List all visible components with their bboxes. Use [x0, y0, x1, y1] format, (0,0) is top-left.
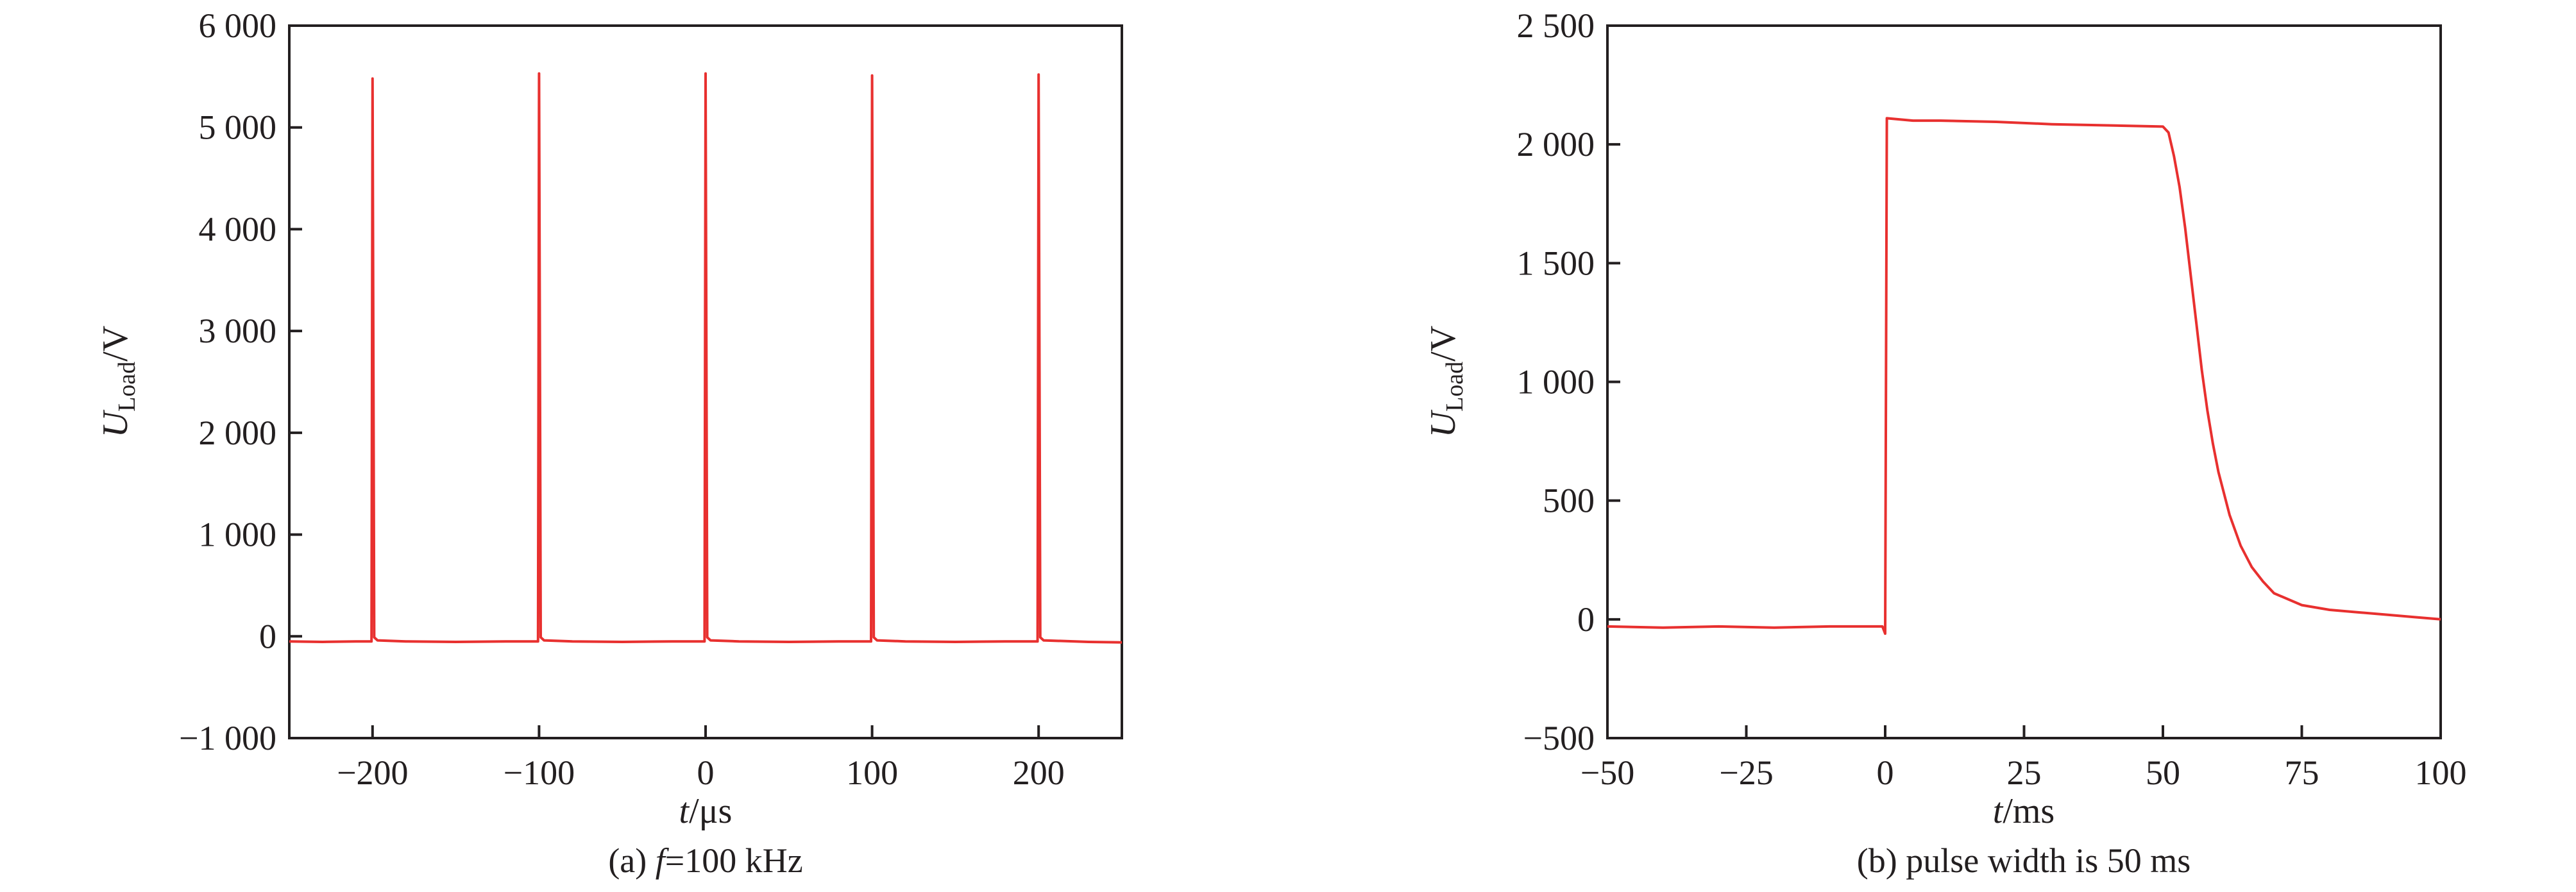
y-tick-label: 1 500 — [1517, 244, 1595, 282]
y-axis-label: ULoad/V — [1423, 326, 1468, 438]
y-tick-label: 500 — [1543, 482, 1595, 520]
x-tick-label: −25 — [1719, 753, 1773, 792]
y-tick-label: 1 000 — [199, 516, 277, 554]
x-tick-label: 200 — [1013, 753, 1065, 792]
panel-b-chart: −50 −25 0 25 50 75 100 −500 0 500 1 000 1 500 2 000 2… — [1423, 6, 2467, 880]
y-tick-label: 2 000 — [1517, 125, 1595, 164]
y-tick-label: 0 — [259, 617, 276, 655]
caption-a: (a) f=100 kHz — [608, 841, 802, 880]
x-tick-label: 0 — [1877, 753, 1894, 792]
x-tick-label: 0 — [697, 753, 715, 792]
y-tick-label: 0 — [1577, 600, 1595, 639]
x-axis-label: t/μs — [679, 791, 733, 831]
x-tick-label: 100 — [2415, 753, 2467, 792]
y-tick-label: 6 000 — [199, 6, 277, 45]
x-axis-label: t/ms — [1993, 791, 2055, 831]
ticks: −200 −100 0 100 200 −1 000 0 1 000 2 000 3 000 4 0… — [179, 6, 1065, 792]
caption-b: (b) pulse width is 50 ms — [1857, 841, 2191, 880]
x-tick-label: 100 — [846, 753, 898, 792]
x-tick-label: 75 — [2285, 753, 2319, 792]
y-tick-label: 1 000 — [1517, 363, 1595, 401]
panel-a-chart: −200 −100 0 100 200 −1 000 0 1 000 2 000 3 000 4 0… — [96, 6, 1123, 880]
series-line — [1607, 117, 2441, 635]
x-tick-label: 25 — [2007, 753, 2042, 792]
y-tick-label: 5 000 — [199, 108, 277, 147]
x-tick-label: −50 — [1580, 753, 1634, 792]
ticks: −50 −25 0 25 50 75 100 −500 0 500 1 000 1 500 2 000 2… — [1517, 6, 2467, 792]
plot-frame — [1606, 24, 2442, 739]
y-tick-label: −500 — [1523, 719, 1595, 757]
y-axis-label: ULoad/V — [96, 326, 140, 438]
y-tick-label: 2 000 — [199, 414, 277, 452]
y-tick-label: 2 500 — [1517, 6, 1595, 45]
y-tick-label: −1 000 — [179, 719, 276, 757]
series-line — [289, 72, 1123, 644]
x-tick-label: −200 — [337, 753, 408, 792]
y-tick-label: 3 000 — [199, 312, 277, 350]
y-tick-label: 4 000 — [199, 210, 277, 248]
x-tick-label: 50 — [2146, 753, 2180, 792]
x-tick-label: −100 — [504, 753, 575, 792]
